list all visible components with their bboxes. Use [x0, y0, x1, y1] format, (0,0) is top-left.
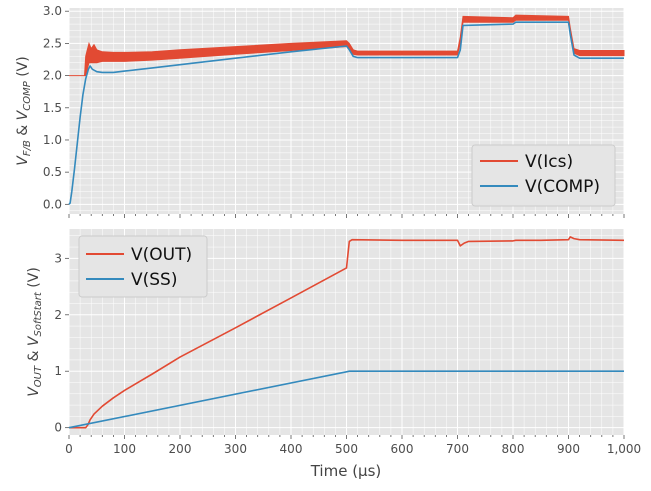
- x-tick-label: 700: [446, 442, 469, 456]
- legend-label-vss: V(SS): [131, 270, 177, 290]
- series-vout-line: [69, 236, 625, 429]
- top-y-axis-label: VF/B & VCOMP (V): [15, 56, 33, 165]
- legend-label-vics: V(Ics): [525, 152, 573, 172]
- x-tick-label: 0: [65, 442, 73, 456]
- x-tick-label: 500: [335, 442, 358, 456]
- y-tick-label: 1: [54, 364, 62, 378]
- x-tick-label: 1,000: [607, 442, 641, 456]
- x-tick-label: 100: [113, 442, 136, 456]
- top-y-ticks: 0.0 0.5 1.0 1.5 2.0 2.5 3.0: [43, 4, 69, 211]
- top-legend: V(Ics) V(COMP): [471, 144, 616, 207]
- y-tick-label: 2.5: [43, 36, 62, 50]
- x-tick-label: 800: [502, 442, 525, 456]
- bottom-y-axis-label: VOUT & VSoftStart (V): [26, 267, 44, 397]
- y-tick-label: 1.5: [43, 101, 62, 115]
- top-gridlines: [68, 8, 625, 214]
- x-tick-label: 300: [224, 442, 247, 456]
- bottom-legend-box: [78, 235, 208, 298]
- y-tick-label: 0: [54, 421, 62, 435]
- x-tick-label: 600: [391, 442, 414, 456]
- legend-label-vcomp: V(COMP): [525, 177, 600, 197]
- bottom-x-ticks: 0 100 200 300 400 500 600 700 800 900 1,000: [65, 435, 641, 456]
- y-tick-label: 3.0: [43, 4, 62, 18]
- bottom-legend: V(OUT) V(SS): [78, 235, 208, 298]
- y-tick-label: 0.0: [43, 197, 62, 211]
- y-tick-label: 2.0: [43, 69, 62, 83]
- series-vss-line: [68, 370, 624, 429]
- x-tick-label: 900: [557, 442, 580, 456]
- y-tick-label: 2: [54, 308, 62, 322]
- bottom-series: [68, 236, 625, 429]
- x-tick-label: 200: [169, 442, 192, 456]
- top-series: [68, 14, 625, 205]
- x-tick-label: 400: [280, 442, 303, 456]
- top-panel: 0.0 0.5 1.0 1.5 2.0 2.5 3.0 VF/B & VCOMP (V) V…: [15, 4, 625, 218]
- y-tick-label: 3: [54, 251, 62, 265]
- y-tick-label: 0.5: [43, 165, 62, 179]
- legend-label-vout: V(OUT): [131, 245, 192, 265]
- top-x-tick-marks: [68, 214, 625, 218]
- series-vcomp-line: [68, 21, 624, 205]
- bottom-y-ticks: 0 1 2 3: [54, 251, 69, 435]
- y-tick-label: 1.0: [43, 133, 62, 147]
- bottom-panel: 0 1 2 3 0 100 200 300 400 500 600 700 800 900 1,000 V…: [26, 229, 641, 480]
- x-axis-label: Time (µs): [310, 462, 382, 480]
